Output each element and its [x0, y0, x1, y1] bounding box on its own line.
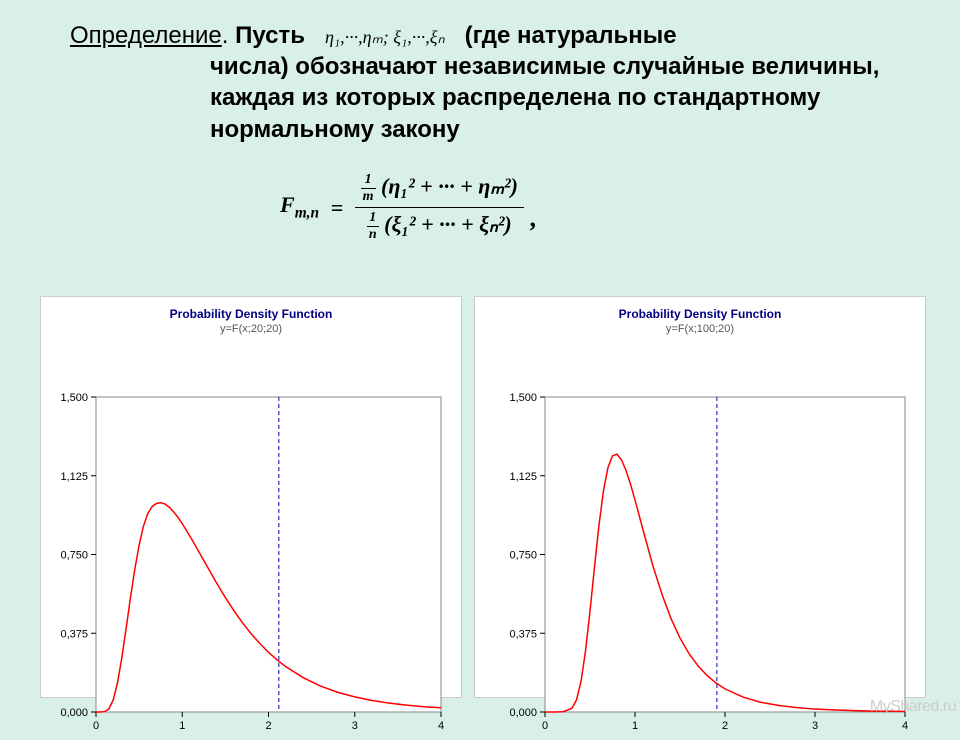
definition-period: .	[222, 22, 235, 49]
chart2-subtitle: y=F(x;100;20)	[475, 323, 925, 335]
chart2-svg: 0 1 2 3 4 0,000 0,375 0,750 1,125 1,500	[475, 335, 925, 735]
svg-text:1,500: 1,500	[509, 392, 537, 404]
svg-text:1,125: 1,125	[509, 471, 537, 483]
formula-lhs-sub: m,n	[295, 205, 319, 222]
formula: Fm,n = 1m (η₁² + ··· + ηₘ²) 1n (ξ₁² + ··…	[280, 170, 536, 245]
svg-text:3: 3	[352, 720, 358, 732]
svg-text:4: 4	[902, 720, 908, 732]
svg-text:3: 3	[812, 720, 818, 732]
math-variables: η₁,···,ηₘ; ξ₁,···,ξₙ	[325, 27, 445, 47]
svg-text:0: 0	[93, 720, 99, 732]
body-text: числа) обозначают независимые случайные …	[70, 51, 890, 145]
chart-left: Probability Density Function y=F(x;20;20…	[40, 296, 462, 698]
formula-fraction: 1m (η₁² + ··· + ηₘ²) 1n (ξ₁² + ··· + ξₙ²…	[355, 170, 524, 245]
svg-text:0,000: 0,000	[60, 707, 88, 719]
formula-lhs: F	[280, 192, 295, 217]
chart1-svg: 0 1 2 3 4 0,000 0,375 0,750 1,125 1,500	[41, 335, 461, 735]
svg-text:2: 2	[722, 720, 728, 732]
definition-label: Определение	[70, 22, 222, 49]
svg-text:0,750: 0,750	[509, 550, 537, 562]
chart1-subtitle: y=F(x;20;20)	[41, 323, 461, 335]
chart-right: Probability Density Function y=F(x;100;2…	[474, 296, 926, 698]
formula-numerator: (η₁² + ··· + ηₘ²)	[381, 174, 518, 199]
chart1-title: Probability Density Function	[41, 307, 461, 321]
equals-sign: =	[331, 195, 344, 221]
let-word: Пусть	[235, 22, 305, 49]
charts-row: Probability Density Function y=F(x;20;20…	[40, 296, 926, 698]
where-text: (где натуральные	[465, 22, 677, 49]
formula-tail: ,	[529, 204, 536, 233]
svg-text:0,375: 0,375	[509, 628, 537, 640]
definition-text: Определение. Пусть η₁,···,ηₘ; ξ₁,···,ξₙ …	[70, 20, 890, 145]
watermark: MyShared.ru	[870, 698, 956, 716]
svg-text:1,125: 1,125	[60, 471, 88, 483]
svg-text:0: 0	[542, 720, 548, 732]
svg-text:1,500: 1,500	[60, 392, 88, 404]
svg-text:2: 2	[265, 720, 271, 732]
svg-text:0,750: 0,750	[60, 550, 88, 562]
svg-text:0,375: 0,375	[60, 628, 88, 640]
svg-text:0,000: 0,000	[509, 707, 537, 719]
chart2-title: Probability Density Function	[475, 307, 925, 321]
formula-denominator: (ξ₁² + ··· + ξₙ²)	[384, 212, 512, 237]
svg-text:1: 1	[632, 720, 638, 732]
svg-text:1: 1	[179, 720, 185, 732]
svg-text:4: 4	[438, 720, 444, 732]
